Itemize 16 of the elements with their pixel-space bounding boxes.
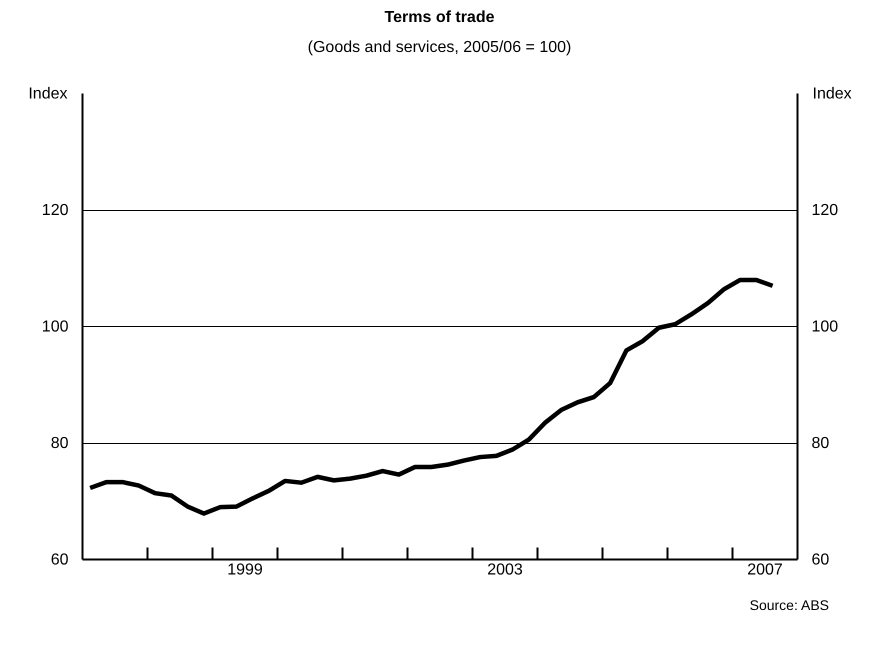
source-note: Source: ABS [750, 597, 829, 613]
y-tick-label: 80 [50, 435, 69, 452]
y-tick-label: 120 [42, 202, 69, 219]
x-tick-label: 2007 [747, 562, 783, 578]
chart-title: Terms of trade [384, 9, 495, 26]
y-tick-label: 100 [42, 318, 69, 336]
chart-subtitle: (Goods and services, 2005/06 = 100) [308, 39, 572, 56]
y2-axis-title: Index [812, 86, 852, 102]
x-tick-label: 2003 [487, 562, 523, 578]
y2-tick-label: 100 [812, 318, 838, 336]
y2-tick-label: 60 [812, 552, 830, 568]
y-axis-title: Index [28, 86, 68, 102]
y2-tick-label: 80 [812, 435, 830, 452]
x-tick-label: 1999 [227, 562, 263, 578]
y-tick-label: 60 [50, 552, 69, 568]
y2-tick-label: 120 [812, 202, 838, 219]
